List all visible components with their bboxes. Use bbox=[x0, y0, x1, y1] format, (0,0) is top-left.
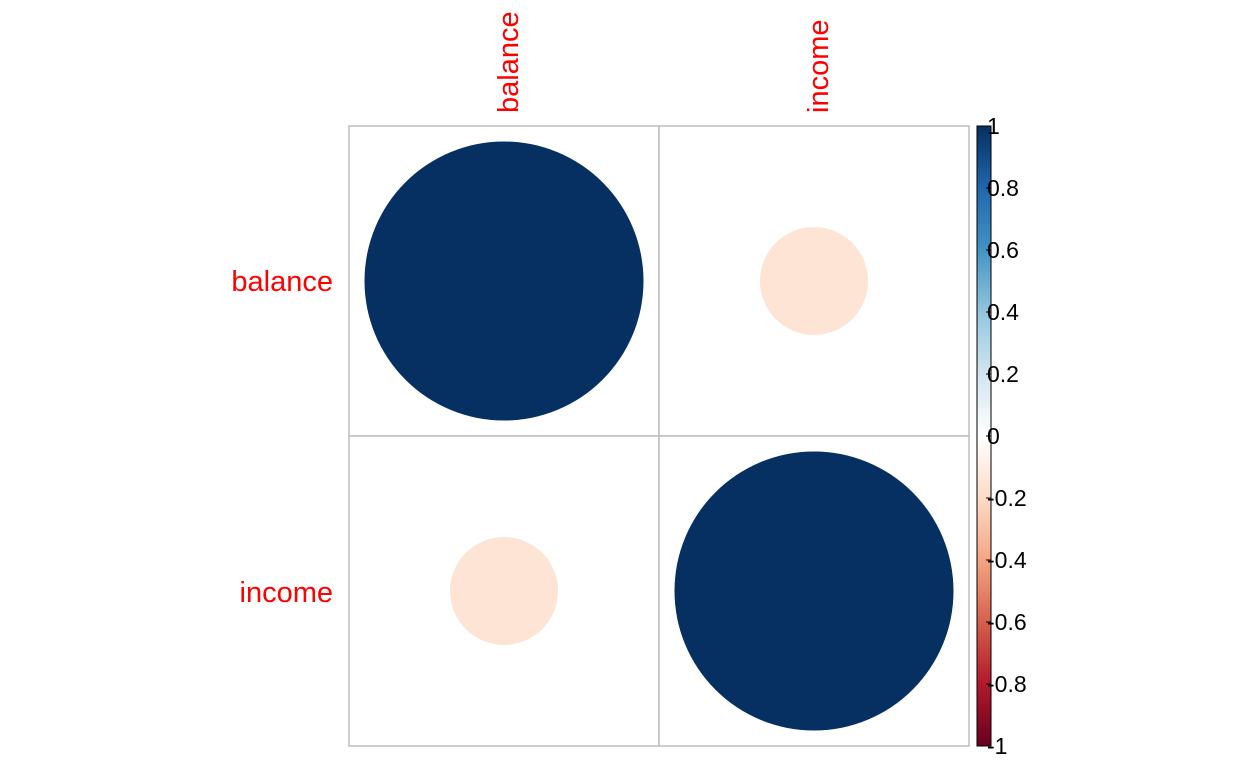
colorbar-tick-label: -0.2 bbox=[987, 485, 1027, 511]
circle-income-income bbox=[674, 451, 954, 731]
colorbar-tick-label: -0.8 bbox=[987, 671, 1027, 697]
circle-balance-income bbox=[759, 226, 869, 336]
col-label-income: income bbox=[803, 20, 835, 114]
colorbar-tick-label: 0.8 bbox=[987, 175, 1019, 201]
colorbar-tick-label: -1 bbox=[987, 733, 1007, 759]
row-label-balance: balance bbox=[231, 266, 333, 298]
colorbar-tick-label: -0.6 bbox=[987, 609, 1027, 635]
colorbar-tick-label: -0.4 bbox=[987, 547, 1027, 573]
colorbar-tick-label: 1 bbox=[987, 113, 1000, 139]
colorbar-tick-label: 0.6 bbox=[987, 237, 1019, 263]
colorbar-tick-label: 0.4 bbox=[987, 299, 1019, 325]
correlation-circles bbox=[364, 141, 954, 731]
colorbar-tick-label: 0 bbox=[987, 423, 1000, 449]
colorbar-tick-label: 0.2 bbox=[987, 361, 1019, 387]
circle-balance-balance bbox=[364, 141, 644, 421]
circle-income-balance bbox=[449, 536, 559, 646]
col-label-balance: balance bbox=[493, 11, 525, 113]
row-label-income: income bbox=[240, 577, 334, 609]
colorbar-ticks: 1 0.8 0.6 0.4 0.2 0 -0.2 -0.4 -0.6 -0.8 -1 bbox=[986, 113, 1027, 759]
